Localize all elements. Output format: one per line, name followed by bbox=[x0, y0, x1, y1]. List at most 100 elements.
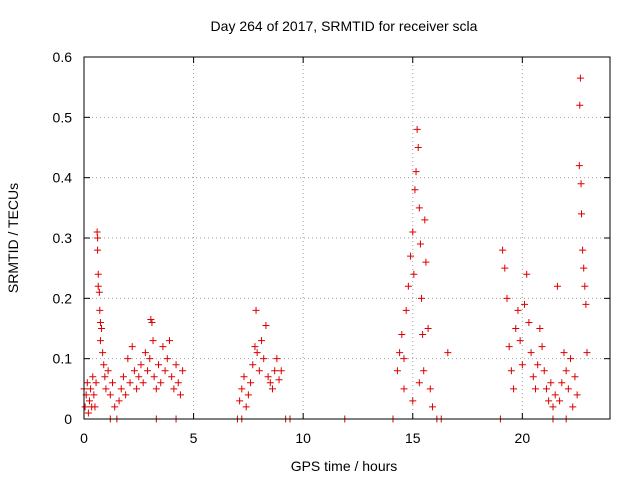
data-point bbox=[139, 379, 147, 387]
data-point bbox=[152, 385, 160, 393]
data-point bbox=[571, 373, 579, 381]
data-point bbox=[253, 349, 261, 357]
data-point bbox=[255, 367, 263, 375]
data-point bbox=[172, 361, 180, 369]
data-point bbox=[94, 282, 102, 290]
data-point bbox=[579, 246, 587, 254]
data-point bbox=[106, 391, 114, 399]
data-point bbox=[277, 367, 285, 375]
data-point bbox=[411, 186, 419, 194]
data-point bbox=[101, 373, 109, 381]
data-point bbox=[155, 361, 163, 369]
data-point bbox=[512, 325, 520, 332]
data-point bbox=[558, 379, 566, 387]
data-point bbox=[418, 294, 426, 302]
data-point bbox=[409, 397, 417, 405]
data-point bbox=[244, 391, 252, 399]
data-point bbox=[161, 367, 169, 375]
data-point bbox=[94, 270, 102, 278]
data-point bbox=[503, 294, 511, 302]
data-point bbox=[100, 361, 108, 369]
data-point bbox=[416, 240, 424, 248]
data-point bbox=[551, 391, 559, 399]
data-point bbox=[536, 325, 544, 332]
data-point bbox=[124, 355, 132, 363]
data-point bbox=[96, 337, 104, 345]
data-point bbox=[540, 367, 548, 375]
y-tick-label: 0.3 bbox=[53, 230, 73, 246]
data-point bbox=[170, 385, 178, 393]
data-point bbox=[398, 331, 406, 339]
data-point bbox=[94, 234, 102, 242]
data-point bbox=[179, 367, 187, 375]
data-point bbox=[414, 144, 422, 151]
data-point bbox=[251, 343, 259, 351]
data-point bbox=[163, 355, 171, 363]
data-point bbox=[413, 125, 421, 133]
data-point bbox=[553, 282, 561, 290]
data-points bbox=[80, 74, 591, 423]
data-point bbox=[240, 373, 248, 381]
data-point bbox=[92, 379, 100, 387]
data-point bbox=[505, 343, 513, 351]
data-point bbox=[404, 282, 412, 290]
data-point bbox=[91, 403, 99, 411]
data-point bbox=[115, 397, 123, 405]
data-point bbox=[165, 337, 173, 345]
data-point bbox=[582, 300, 590, 308]
data-point bbox=[420, 367, 428, 375]
grid bbox=[84, 57, 610, 419]
data-point bbox=[119, 373, 127, 381]
x-tick-label: 20 bbox=[515, 430, 531, 446]
data-point bbox=[264, 373, 272, 381]
data-point bbox=[273, 355, 281, 363]
data-point bbox=[126, 379, 134, 387]
data-point bbox=[400, 355, 408, 363]
data-point bbox=[89, 373, 97, 381]
y-tick-label: 0.4 bbox=[53, 170, 73, 186]
data-point bbox=[252, 306, 260, 314]
data-point bbox=[583, 349, 591, 357]
data-point bbox=[108, 379, 116, 387]
data-point bbox=[538, 343, 546, 351]
data-point bbox=[576, 101, 584, 109]
y-axis-title: SRMTID / TECUs bbox=[5, 183, 21, 293]
data-point bbox=[545, 397, 553, 405]
data-point bbox=[149, 337, 157, 345]
data-point bbox=[400, 385, 408, 393]
data-point bbox=[581, 282, 589, 290]
data-point bbox=[174, 379, 182, 387]
data-point bbox=[415, 379, 423, 387]
data-point bbox=[130, 367, 138, 375]
chart-title: Day 264 of 2017, SRMTID for receiver scl… bbox=[211, 18, 478, 34]
x-tick-label: 15 bbox=[405, 430, 421, 446]
data-point bbox=[534, 361, 542, 369]
data-point bbox=[396, 349, 404, 357]
data-point bbox=[529, 373, 537, 381]
data-point bbox=[507, 367, 515, 375]
data-point bbox=[409, 228, 417, 236]
data-point bbox=[141, 349, 149, 357]
data-point bbox=[159, 343, 167, 351]
data-point bbox=[514, 306, 522, 314]
data-point bbox=[402, 306, 410, 314]
data-point bbox=[117, 385, 125, 393]
data-point bbox=[111, 403, 119, 411]
data-point bbox=[148, 318, 156, 326]
data-point bbox=[147, 315, 155, 323]
data-point bbox=[90, 391, 98, 399]
data-point bbox=[422, 258, 430, 266]
data-point bbox=[150, 373, 158, 381]
data-point bbox=[96, 306, 104, 314]
data-point bbox=[98, 325, 106, 332]
data-point bbox=[576, 74, 584, 82]
data-point bbox=[236, 397, 244, 405]
y-tick-label: 0.1 bbox=[53, 351, 73, 367]
data-point bbox=[260, 355, 268, 363]
data-point bbox=[104, 367, 112, 375]
data-point bbox=[556, 397, 564, 405]
x-axis-title: GPS time / hours bbox=[291, 458, 398, 474]
data-point bbox=[157, 379, 165, 387]
data-point bbox=[547, 379, 555, 387]
